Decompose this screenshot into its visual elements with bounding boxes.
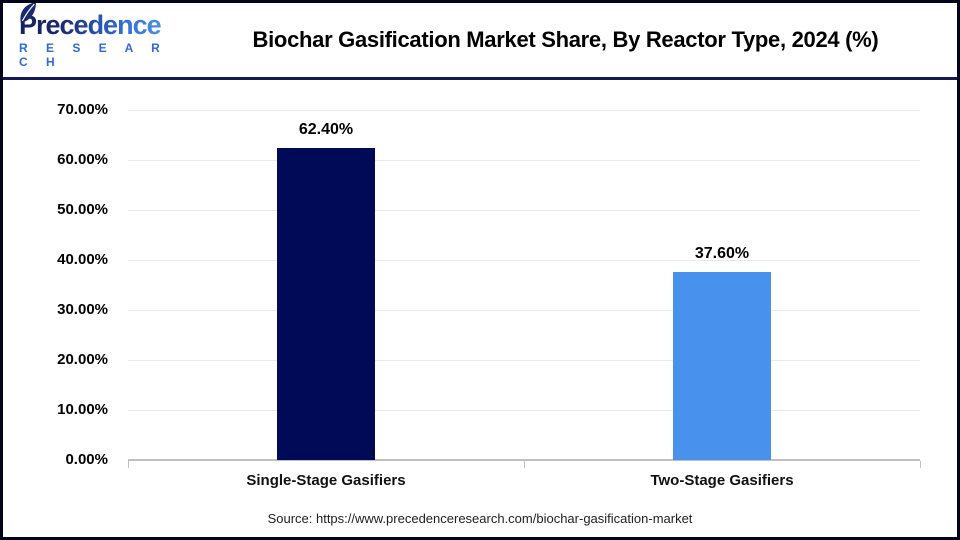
gridline	[128, 309, 920, 311]
bar-value-label: 62.40%	[298, 121, 354, 138]
source-text: Source: https://www.precedenceresearch.c…	[267, 511, 693, 526]
precedence-research-logo: Precedence R E S E A R C H	[3, 3, 188, 69]
y-axis-tick-label: 70.00%	[57, 101, 108, 118]
x-axis-category-label: Single-Stage Gasifiers	[246, 472, 406, 489]
y-axis-tick-label: 50.00%	[57, 201, 108, 218]
chart-title: Biochar Gasification Market Share, By Re…	[252, 27, 879, 52]
gridline	[128, 359, 920, 361]
bar-chart: 0.00% 10.00% 20.00% 30.00% 40.00% 50.00% 60.00…	[3, 3, 957, 537]
bar-2	[673, 272, 771, 460]
logo-name: Precedence	[19, 10, 162, 41]
gridline	[128, 259, 920, 261]
logo-name-row: Precedence	[19, 3, 162, 41]
y-axis-tick-label: 30.00%	[57, 301, 108, 318]
x-axis-tick	[127, 461, 129, 468]
bar-value-label: 37.60%	[694, 245, 750, 262]
logo-subtitle: R E S E A R C H	[19, 40, 168, 69]
x-axis-tick	[919, 461, 921, 468]
gridline	[128, 159, 920, 161]
leaf-icon	[20, 3, 36, 24]
bar-1	[277, 148, 375, 460]
y-axis-tick-label: 60.00%	[57, 151, 108, 168]
y-axis-tick-label: 10.00%	[57, 401, 108, 418]
gridline	[128, 209, 920, 211]
x-axis-category-label: Two-Stage Gasifiers	[650, 472, 794, 489]
gridline	[128, 409, 920, 411]
y-axis-tick-label: 0.00%	[65, 451, 108, 468]
y-axis-tick-label: 40.00%	[57, 251, 108, 268]
gridline	[128, 109, 920, 111]
y-axis-tick-label: 20.00%	[57, 351, 108, 368]
x-axis-line	[128, 459, 920, 461]
header: Precedence R E S E A R C H Biochar Gasif…	[3, 3, 957, 80]
x-axis-tick	[523, 461, 525, 468]
